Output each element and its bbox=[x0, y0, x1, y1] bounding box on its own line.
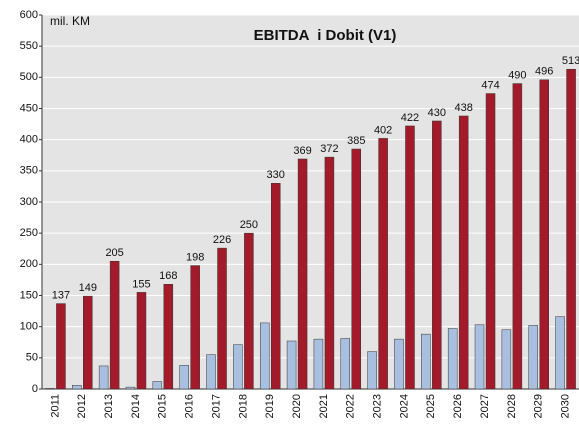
bar bbox=[485, 93, 496, 390]
bar bbox=[72, 385, 82, 390]
y-tick-label: 0 bbox=[32, 383, 38, 395]
bar bbox=[566, 68, 576, 390]
bar bbox=[474, 324, 485, 390]
bar bbox=[394, 338, 404, 390]
x-tick-label: 2028 bbox=[506, 394, 518, 418]
data-label: 490 bbox=[508, 69, 526, 81]
x-tick-label: 2030 bbox=[559, 394, 571, 418]
y-tick-label: 450 bbox=[20, 102, 38, 114]
x-tick-label: 2024 bbox=[398, 394, 410, 418]
x-tick-label: 2029 bbox=[533, 394, 545, 418]
y-tick-label: 150 bbox=[20, 289, 38, 301]
bar bbox=[432, 120, 442, 390]
bar bbox=[458, 115, 469, 390]
y-tick-label: 250 bbox=[20, 227, 38, 239]
data-label: 438 bbox=[454, 102, 472, 114]
data-label: 226 bbox=[213, 234, 231, 246]
data-label: 250 bbox=[240, 219, 258, 231]
x-tick-label: 2027 bbox=[479, 394, 491, 418]
x-tick-label: 2018 bbox=[237, 394, 249, 418]
data-label: 474 bbox=[481, 79, 499, 91]
x-tick-label: 2013 bbox=[103, 394, 115, 418]
x-tick-label: 2014 bbox=[130, 394, 142, 418]
bar bbox=[539, 79, 549, 390]
x-tick-label: 2016 bbox=[184, 394, 196, 418]
bar bbox=[206, 354, 216, 390]
bar bbox=[136, 292, 147, 390]
x-tick-label: 2023 bbox=[372, 394, 384, 418]
bar bbox=[313, 338, 324, 390]
bar bbox=[351, 148, 362, 390]
chart-title: EBITDA i Dobit (V1) bbox=[254, 27, 397, 44]
x-tick-label: 2025 bbox=[425, 394, 437, 418]
x-tick-label: 2022 bbox=[345, 394, 357, 418]
bar bbox=[367, 351, 377, 390]
bar bbox=[421, 333, 431, 390]
bar bbox=[163, 284, 174, 390]
data-label: 155 bbox=[132, 278, 150, 290]
y-tick-label: 200 bbox=[20, 258, 38, 270]
data-label: 496 bbox=[535, 66, 553, 78]
unit-label: mil. KM bbox=[50, 14, 90, 28]
y-tick-label: 300 bbox=[20, 196, 38, 208]
y-tick-label: 600 bbox=[20, 9, 38, 21]
x-tick-label: 2015 bbox=[157, 394, 169, 418]
data-label: 198 bbox=[186, 251, 204, 263]
y-tick-label: 550 bbox=[20, 40, 38, 52]
data-label: 149 bbox=[79, 282, 97, 294]
bar bbox=[378, 138, 388, 390]
data-label: 330 bbox=[267, 169, 285, 181]
x-tick-label: 2012 bbox=[76, 394, 88, 418]
bar bbox=[259, 322, 270, 390]
bar bbox=[83, 295, 93, 390]
bar bbox=[125, 386, 136, 390]
bar bbox=[340, 338, 351, 390]
x-tick-label: 2017 bbox=[210, 394, 222, 418]
x-tick-label: 2020 bbox=[291, 394, 303, 418]
data-label: 402 bbox=[374, 124, 392, 136]
x-tick-label: 2026 bbox=[452, 394, 464, 418]
data-label: 205 bbox=[105, 247, 123, 259]
data-label: 369 bbox=[293, 145, 311, 157]
y-tick-label: 400 bbox=[20, 134, 38, 146]
data-label: 422 bbox=[401, 112, 419, 124]
bar bbox=[98, 365, 109, 390]
bar bbox=[555, 316, 565, 390]
data-label: 168 bbox=[159, 270, 177, 282]
bar bbox=[447, 328, 458, 390]
x-tick-label: 2019 bbox=[264, 394, 276, 418]
bar bbox=[405, 125, 415, 390]
bar bbox=[217, 247, 227, 390]
bar bbox=[501, 329, 512, 390]
bar bbox=[244, 232, 254, 390]
bar bbox=[233, 344, 243, 390]
bar bbox=[324, 156, 335, 390]
data-label: 430 bbox=[428, 107, 446, 119]
bar bbox=[512, 83, 523, 390]
bar bbox=[286, 340, 297, 390]
bar bbox=[190, 265, 200, 390]
y-tick-label: 500 bbox=[20, 71, 38, 83]
bar bbox=[45, 388, 55, 390]
y-tick-label: 100 bbox=[20, 321, 38, 333]
data-label: 372 bbox=[320, 143, 338, 155]
bar bbox=[109, 260, 120, 390]
bar bbox=[152, 381, 163, 390]
bar bbox=[56, 303, 66, 390]
x-tick-label: 2011 bbox=[49, 394, 61, 418]
bar bbox=[528, 325, 538, 390]
data-label: 137 bbox=[52, 290, 70, 302]
bar bbox=[179, 365, 189, 390]
y-tick-label: 50 bbox=[26, 352, 38, 364]
data-label: 385 bbox=[347, 135, 365, 147]
data-label: 513 bbox=[562, 55, 579, 67]
bar bbox=[270, 183, 281, 390]
bar bbox=[297, 158, 308, 390]
y-tick-label: 350 bbox=[20, 165, 38, 177]
x-tick-label: 2021 bbox=[318, 394, 330, 418]
